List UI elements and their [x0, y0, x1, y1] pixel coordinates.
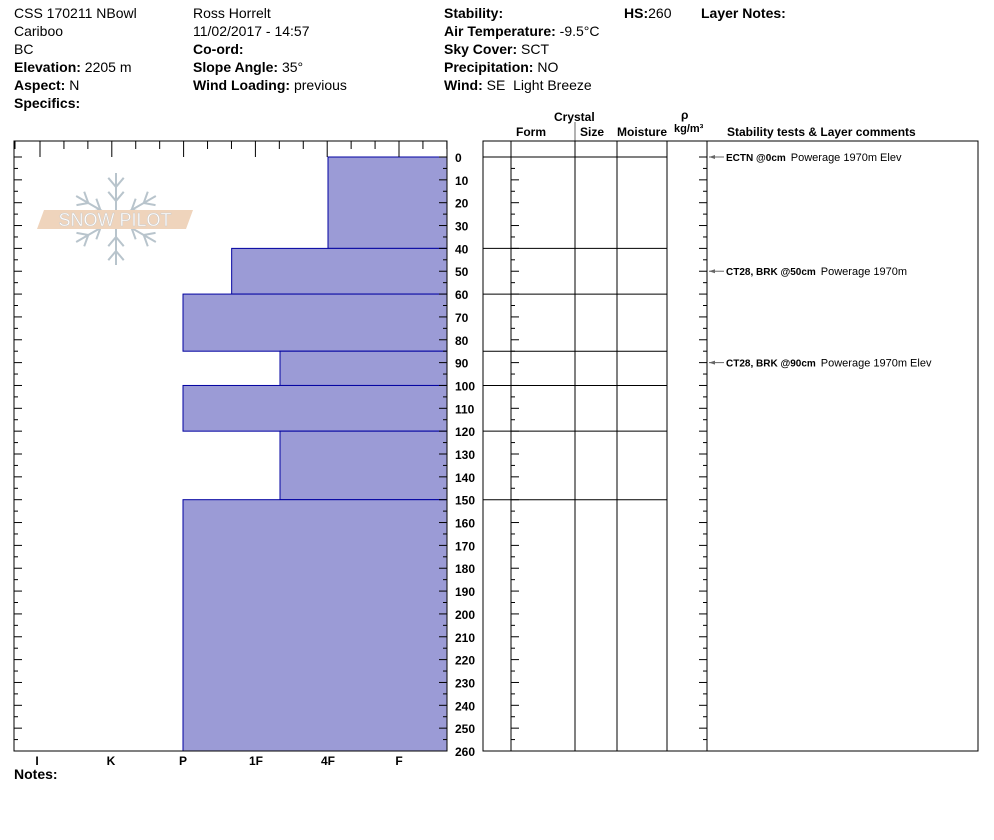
- notes-label: Notes:: [14, 766, 58, 782]
- depth-label: 250: [455, 722, 475, 736]
- stability-test-1: CT28, BRK @50cm Powerage 1970m: [726, 266, 907, 278]
- precipitation: Precipitation: NO: [444, 58, 558, 76]
- depth-label: 210: [455, 631, 475, 645]
- slope-label: Slope Angle:: [193, 59, 279, 75]
- moisture-header: Moisture: [617, 125, 668, 139]
- air-temp-label: Air Temperature:: [444, 23, 556, 39]
- hardness-bar-6: [182, 499, 448, 752]
- arrow-head-icon: [709, 360, 715, 365]
- depth-label: 20: [455, 197, 469, 211]
- air-temperature: Air Temperature: -9.5°C: [444, 22, 600, 40]
- hardness-label-4F: 4F: [321, 754, 335, 768]
- depth-label: 180: [455, 562, 475, 576]
- specifics-label: Specifics:: [14, 95, 81, 111]
- depth-label: 200: [455, 608, 475, 622]
- hardness-bar-3: [279, 350, 448, 386]
- wind-loading-label: Wind Loading:: [193, 77, 291, 93]
- depth-label: 140: [455, 471, 475, 485]
- form-header: Form: [516, 125, 546, 139]
- hs: HS:260: [624, 4, 671, 22]
- site-name: CSS 170211 NBowl: [14, 5, 137, 21]
- aspect-value: N: [69, 77, 80, 93]
- wind-label: Wind:: [444, 77, 483, 93]
- slope-value: 35°: [281, 59, 304, 75]
- hardness-label-1F: 1F: [249, 754, 263, 768]
- datetime: 11/02/2017 - 14:57: [193, 23, 310, 39]
- depth-label: 160: [455, 517, 475, 531]
- depth-label: 170: [455, 539, 475, 553]
- depth-label: 110: [455, 402, 475, 416]
- depth-label: 220: [455, 654, 475, 668]
- depth-label: 190: [455, 585, 475, 599]
- sky-value: SCT: [521, 41, 550, 57]
- stability-test-0: ECTN @0cm Powerage 1970m Elev: [726, 152, 902, 164]
- sky-cover: Sky Cover: SCT: [444, 40, 549, 58]
- aspect-label: Aspect:: [14, 77, 66, 93]
- hardness-bar-0: [327, 156, 448, 249]
- slope-angle: Slope Angle: 35°: [193, 58, 303, 76]
- depth-label: 40: [455, 242, 469, 256]
- hardness-label-F: F: [395, 754, 402, 768]
- hardness-bar-2: [182, 293, 448, 352]
- crystal-header: Crystal: [554, 110, 595, 124]
- precip-label: Precipitation:: [444, 59, 534, 75]
- depth-label: 100: [455, 379, 475, 393]
- wind: Wind: SE Light Breeze: [444, 76, 592, 94]
- layer-notes: Layer Notes:: [701, 4, 786, 22]
- depth-label: 150: [455, 494, 475, 508]
- precip-value: NO: [537, 59, 559, 75]
- hs-value: 260: [648, 5, 672, 21]
- elevation: Elevation: 2205 m: [14, 58, 132, 76]
- air-temp-value: -9.5°C: [559, 23, 600, 39]
- depth-label: 30: [455, 220, 469, 234]
- wind-value: SE Light Breeze: [486, 77, 592, 93]
- density-unit-header: kg/m³: [674, 123, 704, 135]
- depth-label: 240: [455, 699, 475, 713]
- region: Cariboo: [14, 23, 64, 39]
- svg-text:SNOW PILOT: SNOW PILOT: [58, 210, 171, 230]
- elevation-value: 2205 m: [84, 59, 132, 75]
- depth-label: 10: [455, 174, 469, 188]
- aspect: Aspect: N: [14, 76, 79, 94]
- coord: Co-ord:: [193, 40, 244, 58]
- wind-loading-value: previous: [293, 77, 347, 93]
- hardness-bar-1: [231, 247, 448, 295]
- specifics: Specifics:: [14, 94, 80, 112]
- observer: Ross Horrelt: [193, 5, 271, 21]
- hardness-bar-4: [182, 384, 448, 432]
- stability-test-2: CT28, BRK @90cm Powerage 1970m Elev: [726, 358, 932, 370]
- depth-label: 50: [455, 265, 469, 279]
- hs-label: HS:: [624, 5, 649, 21]
- depth-label: 120: [455, 425, 475, 439]
- arrow-head-icon: [709, 155, 715, 159]
- depth-label: 130: [455, 448, 475, 462]
- arrow-head-icon: [709, 269, 715, 274]
- sky-label: Sky Cover:: [444, 41, 518, 57]
- depth-label: 70: [455, 311, 469, 325]
- hardness-bar-5: [279, 430, 448, 501]
- wind-loading: Wind Loading: previous: [193, 76, 347, 94]
- stability-label: Stability:: [444, 5, 504, 21]
- hardness-label-P: P: [179, 754, 187, 768]
- depth-label: 80: [455, 334, 469, 348]
- depth-label: 90: [455, 357, 469, 371]
- hardness-plot-frame: [13, 140, 448, 752]
- comments-header: Stability tests & Layer comments: [727, 125, 916, 139]
- stability: Stability:: [444, 4, 503, 22]
- depth-label: 0: [455, 151, 462, 165]
- rho-header: ρ: [681, 108, 689, 122]
- hardness-label-K: K: [107, 754, 116, 768]
- size-header: Size: [580, 125, 605, 139]
- coord-label: Co-ord:: [193, 41, 244, 57]
- depth-label: 260: [455, 745, 475, 759]
- elevation-label: Elevation:: [14, 59, 81, 75]
- depth-label: 230: [455, 676, 475, 690]
- hardness-label-I: I: [35, 754, 38, 768]
- snowpilot-logo: SNOW PILOT: [37, 173, 193, 265]
- depth-label: 60: [455, 288, 469, 302]
- layer-table-frame: [482, 140, 979, 752]
- province: BC: [14, 41, 34, 57]
- layer-notes-label: Layer Notes:: [701, 5, 786, 21]
